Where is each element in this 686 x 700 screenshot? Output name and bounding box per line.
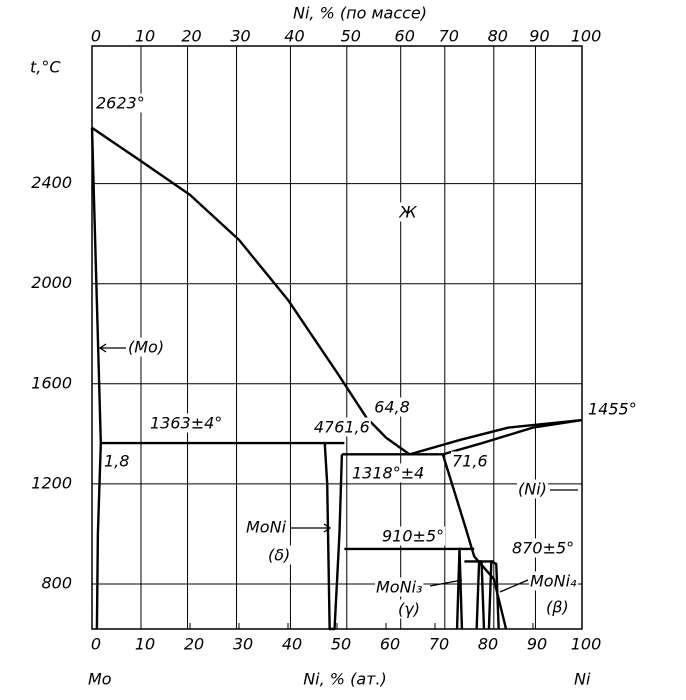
annotation: 870±5° [512, 539, 574, 558]
x-tick-label: 30 [233, 635, 253, 654]
annotation: 910±5° [382, 527, 444, 546]
top-tick-label: 100 [571, 27, 602, 46]
annotation-background [451, 451, 489, 471]
x-tick-label: 10 [135, 635, 155, 654]
annotation: (γ) [398, 600, 420, 619]
top-tick-label: 30 [230, 27, 250, 46]
annotation: 1318°±4 [352, 464, 424, 483]
top-tick-label: 90 [529, 27, 549, 46]
phase-boundary [442, 418, 583, 456]
top-tick-label: 60 [395, 27, 415, 46]
annotation: (δ) [268, 546, 290, 565]
arrows [98, 343, 578, 593]
annotation-background [267, 545, 292, 565]
annotation-background [375, 577, 424, 597]
annotation-background [127, 337, 166, 357]
phase-boundary [323, 443, 344, 631]
x-tick-label: 70 [429, 635, 449, 654]
phase-boundary [487, 560, 500, 630]
annotation-background [312, 417, 336, 437]
annotation: (Ni) [518, 480, 547, 499]
top-axis-title: Ni, % (по массе) [293, 4, 427, 23]
annotation: (β) [546, 598, 569, 617]
y-tick-label: 800 [41, 573, 72, 592]
x-tick-label: 90 [527, 635, 547, 654]
y-tick-label: 1600 [31, 373, 72, 392]
annotation: Ж [398, 203, 417, 222]
annotation-background [545, 597, 570, 617]
x-tick-label: 50 [331, 635, 351, 654]
top-tick-label: 80 [488, 27, 508, 46]
annotation-background [587, 399, 638, 419]
annotation-background [511, 538, 576, 558]
annotation: 61,6 [334, 418, 370, 437]
annotation-background [529, 571, 579, 591]
annotation: MoNi₄ [530, 572, 577, 591]
annotation: 1363±4° [150, 414, 222, 433]
annotation: 64,8 [374, 398, 410, 417]
annotation: MoNi [246, 518, 287, 537]
right-component: Ni [574, 670, 591, 689]
phase-boundary [455, 547, 464, 630]
annotation-background [149, 413, 224, 433]
x-tick-label: 20 [184, 635, 204, 654]
y-tick-label: 1200 [31, 473, 72, 492]
top-tick-label: 10 [135, 27, 155, 46]
phase-boundary [409, 418, 583, 456]
phase-boundary [90, 127, 103, 630]
annotation: 2623° [96, 94, 145, 113]
top-tick-label: 0 [91, 27, 101, 46]
annotation: 1,8 [104, 452, 129, 471]
plot-frame [91, 45, 583, 630]
annotation: (Mo) [128, 338, 164, 357]
annotation-background [373, 397, 411, 417]
y-tick-label: 2400 [31, 173, 72, 192]
annotation: 47 [314, 418, 335, 437]
x-tick-label: 0 [91, 635, 101, 654]
annotation-background [517, 479, 548, 499]
annotation-background [351, 463, 426, 483]
annotation-background [95, 93, 146, 113]
x-axis-title: Ni, % (ат.) [303, 670, 387, 689]
phase-boundary [91, 126, 411, 456]
annotation: MoNi₃ [376, 578, 422, 597]
y-tick-label: 2000 [31, 273, 72, 292]
annotation-background [333, 417, 371, 437]
y-axis-title: t,°C [30, 58, 61, 77]
top-tick-label: 20 [181, 27, 201, 46]
annotation: 1455° [588, 400, 637, 419]
x-tick-label: 80 [478, 635, 498, 654]
annotation-background [397, 202, 419, 222]
annotation-background [397, 599, 421, 619]
top-tick-label: 50 [341, 27, 361, 46]
annotation-background [381, 526, 446, 546]
annotation: 71,6 [452, 452, 488, 471]
top-tick-label: 70 [439, 27, 459, 46]
x-tick-label: 100 [571, 635, 602, 654]
annotation-background [245, 517, 288, 537]
left-component: Mo [88, 670, 112, 689]
annotation-background [103, 451, 131, 471]
x-tick-label: 60 [380, 635, 400, 654]
top-tick-label: 40 [284, 27, 304, 46]
x-tick-label: 40 [282, 635, 302, 654]
phase-boundary [475, 560, 486, 630]
